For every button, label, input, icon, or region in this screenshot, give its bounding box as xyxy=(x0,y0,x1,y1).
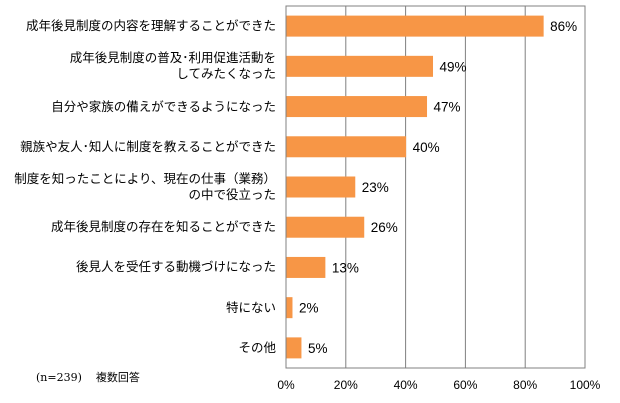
x-tick-label: 20% xyxy=(333,378,358,392)
bar xyxy=(286,136,407,158)
x-tick-label: 100% xyxy=(569,378,601,392)
x-tick-label: 80% xyxy=(513,378,538,392)
bar xyxy=(286,337,302,359)
bar xyxy=(286,216,365,238)
data-label: 23% xyxy=(362,180,389,195)
data-label: 2% xyxy=(299,301,319,316)
multiple-answer-note: 複数回答 xyxy=(95,371,140,384)
data-label: 47% xyxy=(434,100,461,115)
chart-note: (n=239) 複数回答 xyxy=(36,369,140,385)
data-label: 13% xyxy=(332,260,359,275)
x-tick-label: 0% xyxy=(277,378,295,392)
category-label: 特にない xyxy=(225,299,276,315)
x-tick-label: 40% xyxy=(393,378,418,392)
category-label: 成年後見制度の内容を理解することができた xyxy=(25,18,276,34)
bar xyxy=(286,55,434,77)
category-label: 制度を知ったことにより、現在の仕事（業務） の中で役立った xyxy=(14,171,276,202)
category-label: 後見人を受任する動機づけになった xyxy=(75,259,276,275)
category-label: 成年後見制度の存在を知ることができた xyxy=(50,219,276,235)
data-label: 5% xyxy=(308,341,328,356)
category-label: 成年後見制度の普及･利用促進活動を してみたくなった xyxy=(69,50,276,82)
category-label: その他 xyxy=(238,339,276,355)
bar xyxy=(286,256,326,278)
x-tick-label: 60% xyxy=(453,378,478,392)
bar xyxy=(286,15,544,37)
data-label: 40% xyxy=(413,140,440,155)
bar xyxy=(286,96,428,118)
data-label: 49% xyxy=(440,59,467,74)
bar xyxy=(286,176,356,198)
category-label: 親族や友人･知人に制度を教えることができた xyxy=(20,138,276,154)
category-label: 自分や家族の備えができるようになった xyxy=(51,98,276,114)
data-label: 86% xyxy=(550,19,577,34)
plot-frame xyxy=(285,5,586,369)
data-label: 26% xyxy=(371,220,398,235)
sample-size-note: (n=239) xyxy=(36,371,82,384)
bar xyxy=(286,297,293,319)
